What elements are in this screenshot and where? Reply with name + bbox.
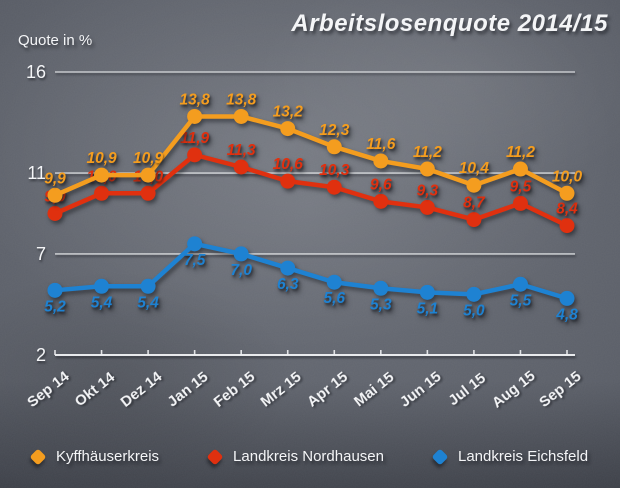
data-label-kyffh-userkreis: 9,9 [44, 170, 66, 187]
data-point-kyffh-userkreis [466, 177, 482, 193]
data-point-kyffh-userkreis [187, 108, 203, 124]
data-point-kyffh-userkreis [47, 187, 63, 203]
data-point-kyffh-userkreis [559, 185, 575, 201]
data-point-landkreis-nordhausen [233, 159, 249, 175]
data-label-landkreis-eichsfeld: 5,2 [44, 298, 66, 315]
data-point-landkreis-eichsfeld [373, 280, 389, 296]
data-point-landkreis-nordhausen [512, 195, 528, 211]
data-label-kyffh-userkreis: 10,9 [86, 150, 117, 167]
data-point-landkreis-nordhausen [187, 147, 203, 163]
data-point-landkreis-nordhausen [47, 206, 63, 221]
data-point-landkreis-nordhausen [280, 173, 296, 189]
legend-item-eichsfeld: Landkreis Eichsfeld [431, 448, 589, 465]
data-label-landkreis-eichsfeld: 5,0 [463, 302, 485, 319]
series-landkreis-eichsfeld: 5,2 5,4 5,4 7,5 7,0 6,3 5,6 5,3 5,1 5,0 5,5 4,8 [44, 236, 578, 323]
legend-item-nordhausen: Landkreis Nordhausen [206, 448, 384, 465]
data-point-landkreis-eichsfeld [47, 282, 63, 298]
data-label-landkreis-nordhausen: 8,4 [556, 201, 578, 218]
legend-label: Landkreis Eichsfeld [457, 448, 589, 465]
data-point-landkreis-nordhausen [140, 185, 156, 201]
data-label-landkreis-nordhausen: 11,3 [227, 142, 256, 159]
data-point-landkreis-eichsfeld [140, 278, 156, 294]
data-label-landkreis-nordhausen: 11,9 [180, 130, 209, 147]
data-label-kyffh-userkreis: 11,2 [506, 144, 535, 161]
data-label-landkreis-eichsfeld: 5,6 [323, 290, 345, 307]
data-label-kyffh-userkreis: 10,9 [133, 150, 164, 167]
series-line-kyffh-userkreis [52, 114, 570, 198]
data-label-landkreis-eichsfeld: 4,8 [555, 306, 578, 323]
data-label-landkreis-nordhausen: 9,3 [417, 182, 439, 199]
legend-item-kyffhaeuserkreis: Kyffhäuserkreis [29, 448, 160, 465]
data-label-kyffh-userkreis: 11,6 [366, 136, 395, 153]
data-point-landkreis-eichsfeld [512, 276, 528, 292]
data-point-landkreis-eichsfeld [419, 284, 435, 300]
data-label-kyffh-userkreis: 12,3 [319, 122, 350, 139]
legend-label: Landkreis Nordhausen [233, 448, 384, 465]
y-axis-tick-label: 7 [36, 244, 46, 264]
data-label-landkreis-eichsfeld: 7,0 [230, 262, 252, 279]
data-label-landkreis-eichsfeld: 5,5 [510, 292, 532, 309]
y-axis-title: Quote in % [18, 32, 93, 49]
page-title: Arbeitslosenquote 2014/15 [291, 10, 608, 37]
data-point-landkreis-eichsfeld [559, 290, 575, 306]
data-label-landkreis-eichsfeld: 5,4 [137, 294, 159, 311]
data-point-landkreis-nordhausen [419, 199, 435, 215]
data-point-landkreis-nordhausen [466, 212, 482, 228]
data-label-kyffh-userkreis: 13,2 [273, 104, 304, 121]
data-label-landkreis-eichsfeld: 6,3 [277, 276, 299, 293]
data-point-kyffh-userkreis [280, 121, 296, 137]
data-label-kyffh-userkreis: 10,0 [552, 168, 583, 185]
blue-diamond-icon [431, 448, 449, 465]
data-label-landkreis-nordhausen: 10,6 [273, 156, 304, 173]
data-label-landkreis-nordhausen: 9,5 [510, 178, 532, 195]
data-point-landkreis-eichsfeld [326, 274, 342, 290]
data-point-kyffh-userkreis [373, 153, 389, 169]
data-point-kyffh-userkreis [140, 167, 156, 183]
data-label-kyffh-userkreis: 11,2 [413, 144, 442, 161]
data-point-landkreis-eichsfeld [280, 260, 296, 276]
data-label-kyffh-userkreis: 13,8 [180, 91, 211, 108]
y-axis-tick-label: 16 [26, 62, 46, 82]
legend: Kyffhäuserkreis Landkreis Nordhausen Lan… [0, 448, 620, 465]
data-point-landkreis-nordhausen [94, 185, 110, 201]
data-label-kyffh-userkreis: 13,8 [226, 91, 257, 108]
data-label-landkreis-nordhausen: 8,7 [463, 195, 486, 212]
data-point-landkreis-nordhausen [326, 179, 342, 195]
series-landkreis-nordhausen: 9,010,010,011,911,310,610,39,69,38,79,58… [44, 130, 578, 234]
orange-diamond-icon [29, 448, 47, 465]
data-point-landkreis-eichsfeld [94, 278, 110, 294]
data-label-landkreis-eichsfeld: 7,5 [184, 252, 206, 269]
series-line-landkreis-nordhausen [52, 152, 570, 228]
data-point-landkreis-eichsfeld [187, 236, 203, 252]
y-axis-tick-label: 2 [36, 345, 46, 365]
data-label-landkreis-eichsfeld: 5,1 [417, 300, 439, 317]
data-point-kyffh-userkreis [512, 161, 528, 177]
data-point-kyffh-userkreis [326, 139, 342, 155]
series-line-landkreis-eichsfeld [52, 241, 570, 301]
data-point-landkreis-eichsfeld [233, 246, 249, 262]
data-point-kyffh-userkreis [419, 161, 435, 177]
red-diamond-icon [206, 448, 224, 465]
legend-label: Kyffhäuserkreis [55, 448, 160, 465]
data-point-landkreis-nordhausen [559, 218, 575, 234]
data-label-landkreis-nordhausen: 9,6 [370, 176, 392, 193]
data-point-kyffh-userkreis [233, 108, 249, 124]
series-kyffh-userkreis: 9,9 10,9 10,9 13,8 13,8 13,2 12,3 11,6 11,2 10,4 1… [44, 91, 583, 203]
data-label-landkreis-nordhausen: 10,3 [319, 162, 350, 179]
data-point-landkreis-nordhausen [373, 193, 389, 209]
data-label-landkreis-eichsfeld: 5,4 [91, 294, 113, 311]
data-label-landkreis-eichsfeld: 5,3 [370, 296, 392, 313]
data-label-kyffh-userkreis: 10,4 [459, 160, 490, 177]
data-point-kyffh-userkreis [94, 167, 110, 183]
data-point-landkreis-eichsfeld [466, 286, 482, 302]
y-axis-tick-label: 11 [27, 163, 46, 183]
